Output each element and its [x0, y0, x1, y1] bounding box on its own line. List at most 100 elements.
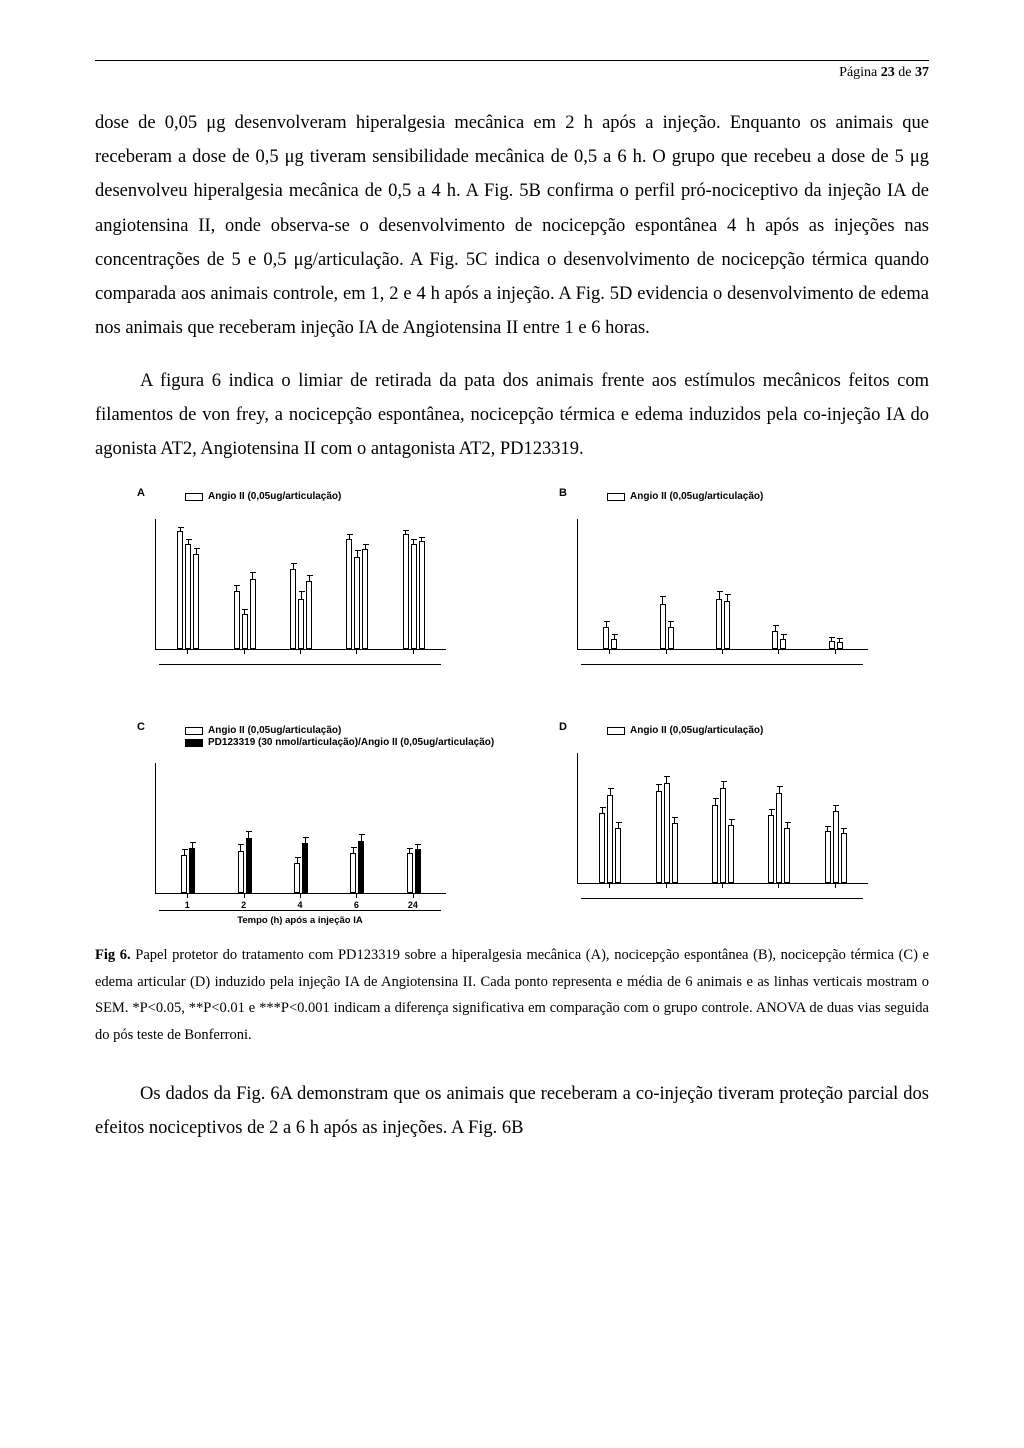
- error-bar: [670, 621, 671, 627]
- bar: [193, 548, 199, 649]
- legend-label: Angio II (0,05ug/articulação): [208, 725, 341, 738]
- bar: [181, 849, 187, 893]
- bar: [768, 809, 774, 883]
- bar-group: [582, 519, 638, 649]
- figure-6-charts: AAngio II (0,05ug/articulação)BAngio II …: [95, 491, 929, 926]
- bar-body: [403, 534, 409, 649]
- error-bar: [301, 591, 302, 599]
- bar-body: [290, 569, 296, 649]
- bar: [776, 786, 782, 883]
- bar: [354, 550, 360, 649]
- bar: [837, 638, 843, 649]
- x-tick: [581, 650, 637, 654]
- panel-letter: D: [559, 721, 567, 733]
- bar-group: [160, 519, 216, 649]
- x-axis-underline: [581, 898, 863, 899]
- bar-body: [776, 793, 782, 883]
- bar-body: [362, 549, 368, 649]
- caption-label: Fig 6.: [95, 947, 131, 963]
- bar: [728, 819, 734, 883]
- bars-area: [156, 763, 446, 893]
- legend: Angio II (0,05ug/articulação): [607, 491, 763, 504]
- x-label: 4: [272, 898, 328, 910]
- error-bar: [409, 848, 410, 853]
- bar-body: [234, 591, 240, 649]
- error-bar: [192, 842, 193, 848]
- bar-group: [751, 753, 807, 883]
- bar: [362, 544, 368, 649]
- bar-group: [751, 519, 807, 649]
- error-bar: [188, 539, 189, 544]
- error-bar: [727, 594, 728, 601]
- bar: [358, 834, 364, 893]
- paragraph-1: dose de 0,05 μg desenvolveram hiperalges…: [95, 106, 929, 346]
- bar-body: [415, 849, 421, 893]
- bar-body: [672, 823, 678, 883]
- panel-letter: C: [137, 721, 145, 733]
- bar: [833, 805, 839, 883]
- x-tick: [215, 650, 271, 654]
- error-bar: [361, 834, 362, 841]
- x-tick: [750, 650, 806, 654]
- bar: [772, 625, 778, 649]
- x-tick: [159, 894, 215, 898]
- x-ticks: [155, 650, 445, 654]
- x-axis-underline: [581, 664, 863, 665]
- bar: [407, 848, 413, 893]
- error-bar: [252, 572, 253, 579]
- legend-swatch: [185, 493, 203, 501]
- x-tick: [694, 650, 750, 654]
- x-tick: [159, 650, 215, 654]
- legend-item: Angio II (0,05ug/articulação): [185, 491, 341, 504]
- bar: [242, 609, 248, 649]
- bars-area: [578, 519, 868, 649]
- bar: [189, 842, 195, 893]
- bar: [724, 594, 730, 649]
- error-bar: [357, 550, 358, 557]
- axes: [577, 753, 868, 884]
- bar-body: [407, 853, 413, 893]
- bar-body: [354, 557, 360, 649]
- bar-body: [411, 544, 417, 649]
- bar: [234, 585, 240, 649]
- error-bar: [662, 596, 663, 604]
- bar-body: [181, 855, 187, 893]
- error-bar: [843, 828, 844, 833]
- bar-group: [695, 753, 751, 883]
- bars-area: [578, 753, 868, 883]
- bar-body: [720, 788, 726, 883]
- bar-body: [599, 813, 605, 883]
- x-label: 24: [385, 898, 441, 910]
- bar-body: [660, 604, 666, 649]
- error-bar: [606, 621, 607, 627]
- bar: [403, 530, 409, 649]
- page: Página 23 de 37 dose de 0,05 μg desenvol…: [0, 0, 1024, 1448]
- error-bar: [405, 530, 406, 534]
- x-label: 6: [328, 898, 384, 910]
- error-bar: [305, 837, 306, 843]
- bar: [603, 621, 609, 649]
- bar-body: [306, 581, 312, 649]
- error-bar: [180, 527, 181, 531]
- error-bar: [658, 784, 659, 791]
- error-bar: [779, 786, 780, 793]
- bar: [615, 822, 621, 883]
- bar: [185, 539, 191, 649]
- bar: [238, 844, 244, 893]
- error-bar: [413, 539, 414, 544]
- error-bar: [602, 807, 603, 813]
- axes: [155, 519, 446, 650]
- error-bar: [715, 798, 716, 805]
- x-axis-title: Tempo (h) após a injeção IA: [155, 915, 445, 926]
- bar: [246, 831, 252, 893]
- error-bar: [775, 625, 776, 631]
- bar: [346, 534, 352, 649]
- bar-body: [294, 863, 300, 893]
- bar-group: [216, 763, 272, 893]
- bar-body: [841, 833, 847, 883]
- paragraph-2: A figura 6 indica o limiar de retirada d…: [95, 364, 929, 467]
- bar-body: [346, 539, 352, 649]
- legend-swatch: [607, 493, 625, 501]
- error-bar: [417, 844, 418, 849]
- error-bar: [618, 822, 619, 828]
